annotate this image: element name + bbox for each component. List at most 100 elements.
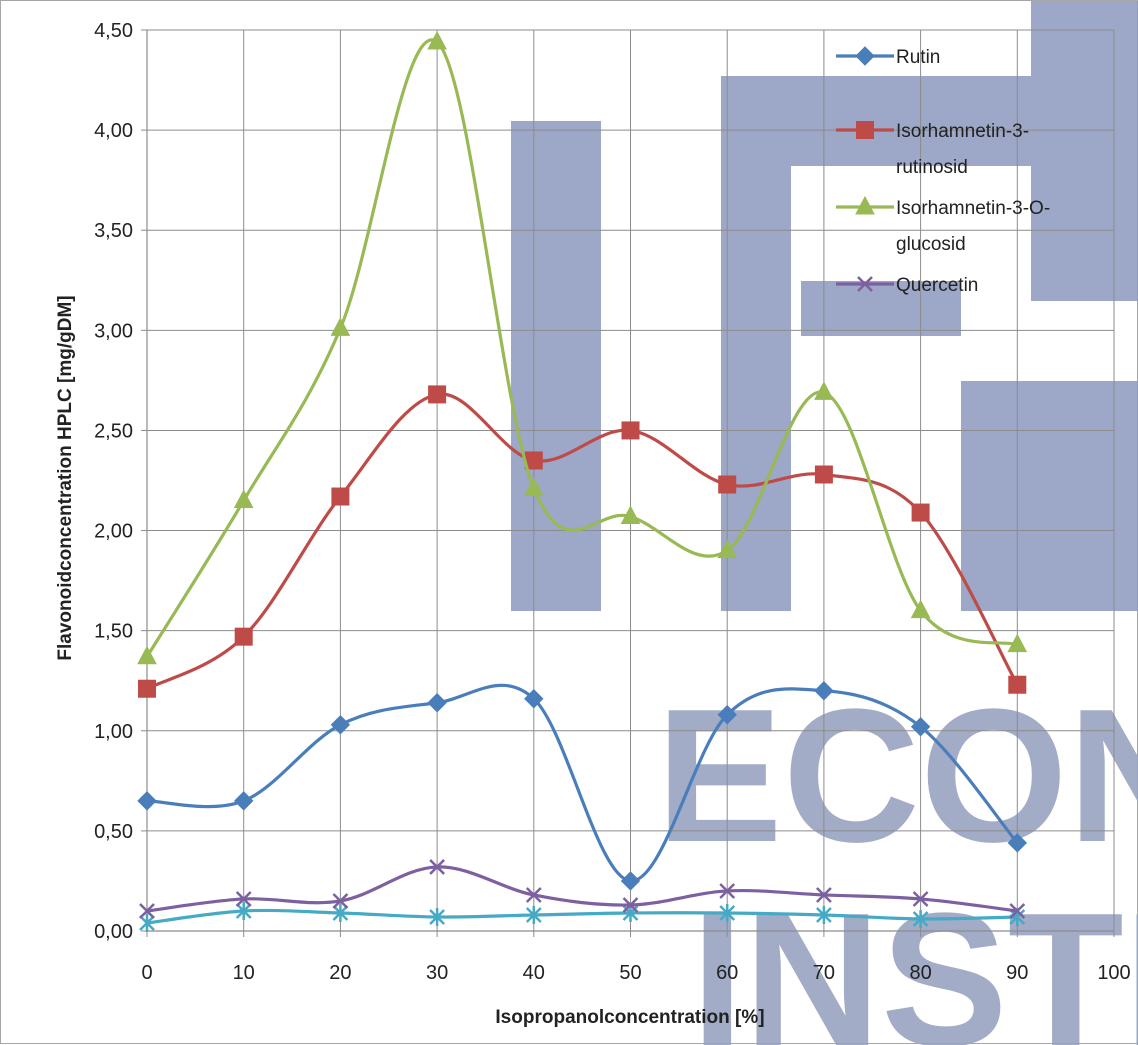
data-point bbox=[139, 913, 155, 932]
data-point bbox=[427, 693, 447, 713]
legend-entry: Quercetin bbox=[836, 275, 978, 296]
legend-marker bbox=[856, 121, 874, 139]
legend-entry: Isorhamnetin-3-O-glucosid bbox=[836, 195, 1050, 255]
legend-label: Rutin bbox=[896, 47, 940, 68]
x-axis-label: Isopropanolconcentration [%] bbox=[495, 1007, 764, 1028]
data-point bbox=[1009, 903, 1026, 919]
legend-entry: Rutin bbox=[836, 46, 940, 68]
data-point bbox=[622, 897, 639, 913]
y-tick-label: 1,50 bbox=[94, 621, 133, 643]
data-point bbox=[814, 381, 834, 400]
series-quercetin bbox=[139, 859, 1026, 919]
legend-marker bbox=[855, 46, 875, 66]
series-line bbox=[146, 683, 1019, 883]
series-line bbox=[146, 865, 1018, 913]
data-point bbox=[1007, 833, 1028, 853]
series-isorhamnetin-3-rutinosid bbox=[138, 385, 1027, 698]
y-tick-label: 4,50 bbox=[94, 20, 133, 42]
x-tick-label: 20 bbox=[329, 962, 351, 984]
data-point bbox=[910, 717, 931, 737]
y-tick-label: 1,00 bbox=[94, 721, 133, 743]
data-point bbox=[719, 903, 736, 922]
data-point bbox=[234, 627, 253, 646]
data-point bbox=[138, 679, 156, 698]
data-point bbox=[620, 505, 641, 525]
legend-label: Isorhamnetin-3-O- bbox=[896, 198, 1050, 219]
data-point bbox=[910, 599, 931, 619]
data-point bbox=[235, 901, 252, 920]
y-tick-label: 0,50 bbox=[94, 821, 133, 843]
x-tick-label: 90 bbox=[1006, 962, 1028, 984]
x-tick-label: 70 bbox=[813, 962, 835, 984]
y-tick-label: 3,50 bbox=[94, 220, 133, 242]
data-point bbox=[525, 905, 542, 924]
data-point bbox=[621, 421, 640, 440]
y-tick-label: 3,00 bbox=[94, 320, 133, 342]
legend-label: Quercetin bbox=[896, 275, 978, 296]
data-point bbox=[331, 487, 350, 506]
x-tick-label: 0 bbox=[141, 962, 152, 984]
series-line bbox=[146, 392, 1019, 691]
x-tick-label: 80 bbox=[909, 962, 931, 984]
data-point bbox=[233, 791, 254, 811]
data-point bbox=[717, 705, 737, 725]
data-point bbox=[137, 645, 157, 665]
data-point bbox=[911, 503, 930, 522]
data-point bbox=[620, 871, 641, 891]
data-point bbox=[137, 791, 157, 811]
data-point bbox=[427, 30, 447, 50]
data-point bbox=[912, 891, 929, 907]
y-axis-label: Flavonoidconcentration HPLC [mg/gDM] bbox=[55, 295, 76, 660]
data-point bbox=[1008, 675, 1027, 694]
y-tick-label: 2,00 bbox=[94, 521, 133, 543]
data-point bbox=[1007, 633, 1028, 653]
watermark-text-line2: INSTI bbox=[691, 874, 1138, 1045]
series bbox=[137, 30, 1028, 932]
legend-label: glucosid bbox=[896, 234, 966, 255]
data-point bbox=[718, 475, 737, 494]
watermark-logo-shape bbox=[511, 1, 1138, 611]
data-point bbox=[139, 903, 155, 919]
data-point bbox=[525, 887, 542, 903]
x-tick-label: 10 bbox=[233, 962, 255, 984]
series-line bbox=[146, 908, 1018, 925]
watermark-text-line1: ECON bbox=[656, 670, 1138, 882]
data-point bbox=[330, 715, 351, 735]
data-point bbox=[235, 891, 252, 907]
legend-marker bbox=[855, 195, 875, 215]
data-point bbox=[717, 539, 738, 559]
y-tick-label: 4,00 bbox=[94, 120, 133, 142]
data-point bbox=[719, 883, 736, 899]
data-point bbox=[233, 489, 254, 509]
axes: 0,00 0,50 1,00 1,50 2,00 2,50 3,00 3,50 4,00 4,50… bbox=[94, 20, 1131, 984]
data-point bbox=[523, 477, 544, 497]
data-point bbox=[330, 317, 351, 336]
legend-label: Isorhamnetin-3- bbox=[896, 121, 1029, 142]
legend: RutinIsorhamnetin-3-rutinosidIsorhamneti… bbox=[836, 46, 1050, 296]
series-isorhamnetin-3-o-glucosid bbox=[137, 30, 1028, 665]
x-tick-label: 100 bbox=[1097, 962, 1130, 984]
data-point bbox=[428, 385, 447, 404]
series-unnamed bbox=[139, 901, 1026, 932]
data-point bbox=[429, 907, 445, 926]
legend-label: rutinosid bbox=[896, 157, 968, 178]
y-tick-label: 0,00 bbox=[94, 921, 133, 943]
series-rutin bbox=[137, 681, 1028, 891]
data-point bbox=[332, 893, 349, 909]
legend-entry: Isorhamnetin-3- rutinosid bbox=[836, 121, 1029, 178]
data-point bbox=[814, 681, 834, 701]
data-point bbox=[816, 887, 832, 903]
data-point bbox=[912, 909, 929, 928]
data-point bbox=[524, 689, 544, 709]
x-tick-label: 30 bbox=[426, 962, 448, 984]
x-tick-label: 60 bbox=[716, 962, 738, 984]
data-point bbox=[429, 859, 445, 875]
legend-marker bbox=[857, 276, 873, 292]
x-tick-label: 40 bbox=[523, 962, 545, 984]
x-tick-label: 50 bbox=[619, 962, 641, 984]
y-tick-label: 2,50 bbox=[94, 420, 133, 442]
data-point bbox=[814, 465, 833, 484]
data-point bbox=[332, 903, 349, 922]
